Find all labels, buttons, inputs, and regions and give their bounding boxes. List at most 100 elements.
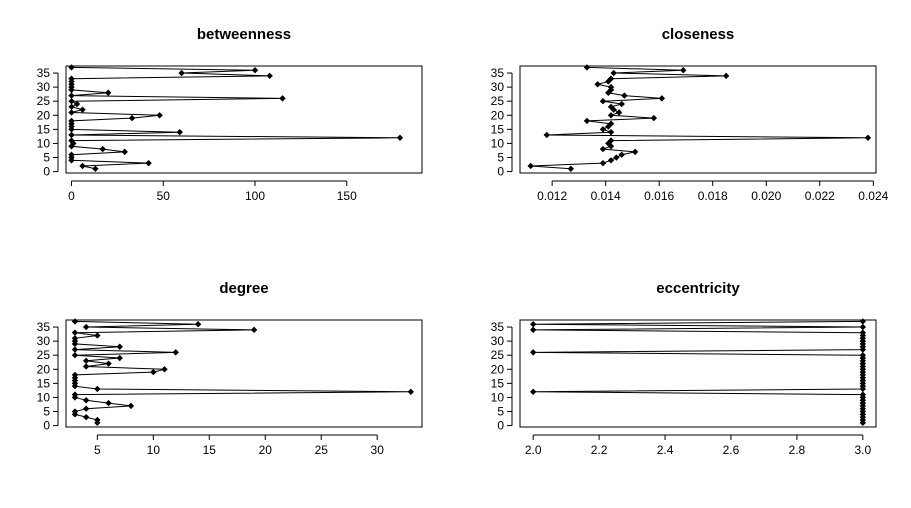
data-point xyxy=(71,329,79,336)
plot-frame xyxy=(519,65,877,174)
data-point xyxy=(105,399,112,407)
data-point xyxy=(94,416,101,424)
y-tick-label: 5 xyxy=(497,151,504,165)
data-point xyxy=(150,368,157,376)
data-point xyxy=(156,112,163,119)
data-point xyxy=(279,95,286,102)
x-tick-label: 0.016 xyxy=(644,189,674,203)
series-line xyxy=(533,320,864,423)
data-point xyxy=(68,151,75,158)
data-point xyxy=(567,165,575,172)
data-point xyxy=(722,72,730,80)
y-tick-label: 25 xyxy=(491,348,505,362)
data-point xyxy=(68,143,75,150)
y-tick-label: 0 xyxy=(43,165,50,179)
y-tick-label: 10 xyxy=(37,136,51,150)
y-tick-label: 5 xyxy=(43,151,50,165)
y-tick-label: 15 xyxy=(37,122,51,136)
x-tick-label: 0.014 xyxy=(591,189,621,203)
x-tick-label: 0 xyxy=(68,189,75,203)
data-point xyxy=(607,83,615,91)
x-tick-label: 100 xyxy=(245,189,265,203)
data-point xyxy=(607,120,615,127)
x-tick-label: 0.020 xyxy=(751,189,781,203)
data-point xyxy=(529,349,537,356)
x-tick-label: 25 xyxy=(315,443,329,457)
data-point xyxy=(859,391,867,398)
data-point xyxy=(68,131,75,139)
x-tick-label: 30 xyxy=(371,443,385,457)
plot-frame xyxy=(65,65,423,174)
y-tick-label: 30 xyxy=(37,80,51,94)
x-tick-label: 3.0 xyxy=(854,443,871,457)
data-point xyxy=(127,402,135,410)
data-point xyxy=(79,162,86,170)
data-point xyxy=(859,318,867,325)
chart-title: degree xyxy=(219,280,268,297)
data-point xyxy=(92,165,99,172)
data-point xyxy=(613,154,620,161)
x-tick-label: 0.012 xyxy=(537,189,567,203)
data-point xyxy=(599,145,607,153)
data-point xyxy=(71,371,79,379)
y-tick-label: 0 xyxy=(497,165,504,179)
y-tick-label: 20 xyxy=(37,362,51,376)
y-tick-label: 25 xyxy=(37,348,51,362)
data-point xyxy=(82,363,90,370)
data-point xyxy=(82,323,90,331)
data-point xyxy=(615,109,623,116)
data-point xyxy=(68,75,75,82)
data-point xyxy=(594,81,601,88)
y-tick-label: 35 xyxy=(37,66,51,80)
data-point xyxy=(859,323,867,331)
data-point xyxy=(607,137,615,144)
x-tick-label: 0.022 xyxy=(805,189,835,203)
y-tick-label: 15 xyxy=(491,376,505,390)
x-tick-label: 2.6 xyxy=(723,443,740,457)
y-tick-label: 35 xyxy=(37,320,51,334)
data-point xyxy=(680,67,687,74)
data-point xyxy=(82,405,90,412)
data-point xyxy=(94,332,101,339)
data-point xyxy=(145,159,152,167)
series-line xyxy=(74,320,411,423)
y-tick-label: 0 xyxy=(497,419,504,433)
data-point xyxy=(607,143,615,150)
data-point xyxy=(105,360,112,367)
data-point xyxy=(599,159,607,167)
y-tick-label: 20 xyxy=(37,108,51,122)
y-tick-label: 0 xyxy=(43,419,50,433)
y-tick-label: 15 xyxy=(37,376,51,390)
data-point xyxy=(610,69,617,77)
y-tick-label: 25 xyxy=(37,94,51,108)
data-point xyxy=(859,351,867,359)
data-point xyxy=(650,114,658,122)
y-tick-label: 25 xyxy=(491,94,505,108)
series-line xyxy=(530,66,869,170)
x-tick-label: 5 xyxy=(94,443,101,457)
data-point xyxy=(82,413,90,421)
data-point xyxy=(116,343,123,350)
y-tick-label: 30 xyxy=(37,334,51,348)
data-point xyxy=(71,346,79,353)
y-tick-label: 10 xyxy=(37,390,51,404)
data-point xyxy=(859,329,867,336)
data-point xyxy=(631,148,639,156)
chart-title: betweenness xyxy=(197,26,291,43)
y-tick-label: 35 xyxy=(491,320,505,334)
panel-closeness: closeness 0.012 0.014 0.016 0.018 0.020 0.022 0… xyxy=(491,26,889,203)
x-tick-label: 2.4 xyxy=(657,443,674,457)
data-point xyxy=(407,388,415,396)
data-point xyxy=(71,391,79,398)
data-point xyxy=(128,114,136,122)
plot-frame xyxy=(65,319,423,428)
y-tick-label: 5 xyxy=(497,405,504,419)
data-point xyxy=(82,357,90,365)
x-tick-label: 0.024 xyxy=(858,189,888,203)
data-point xyxy=(618,151,625,158)
data-point xyxy=(618,100,625,108)
data-point xyxy=(82,397,90,404)
data-point xyxy=(68,92,75,99)
data-point xyxy=(194,321,202,328)
panel-eccentricity: eccentricity 2.0 2.2 2.4 2.6 2.8 3.0 0510152025… xyxy=(491,280,877,457)
